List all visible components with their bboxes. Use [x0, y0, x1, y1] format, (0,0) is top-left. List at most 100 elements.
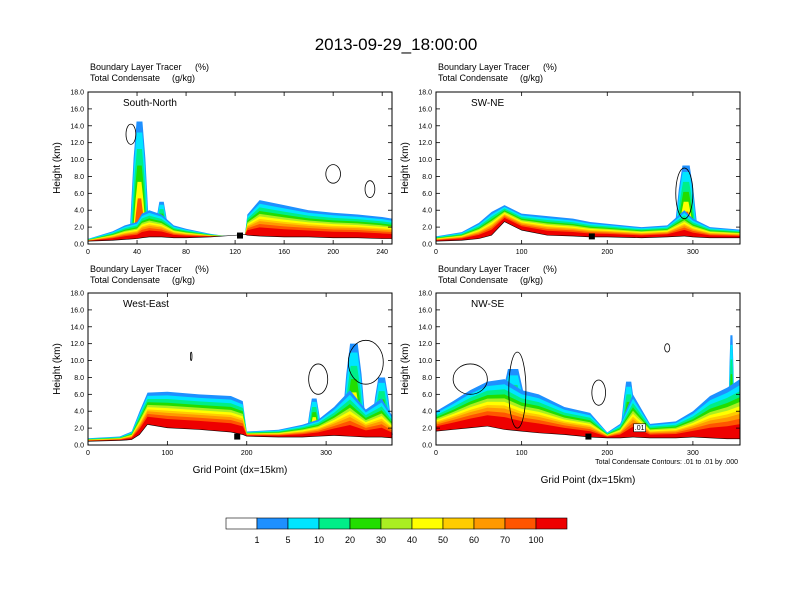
colorbar-swatch [473, 517, 506, 530]
x-axis: 0 100 200 300 [434, 92, 699, 256]
terrain-fill [436, 426, 740, 445]
panel-unit-tracer: (%) [543, 62, 557, 72]
y-axis: 0.0 2.0 4.0 6.0 8.0 10.0 12.0 14.0 16.0 18.0 [70, 90, 392, 249]
location-marker [588, 233, 595, 240]
condensate-contour [325, 164, 341, 184]
colorbar-label: 40 [407, 535, 417, 545]
x-tick-label: 200 [601, 450, 613, 457]
x-tick-label: 120 [229, 249, 241, 256]
panel-label: West-East [123, 299, 169, 310]
y-axis-label: Height (km) [400, 142, 411, 194]
condensate-contour [508, 351, 527, 429]
terrain-fill [88, 234, 392, 244]
plot-area [435, 165, 740, 244]
location-marker [237, 232, 243, 239]
colorbar-label: 70 [500, 535, 510, 545]
condensate-contour [347, 339, 384, 385]
x-axis-label: Grid Point (dx=15km) [541, 475, 636, 486]
y-tick-label: 0.0 [74, 443, 84, 450]
y-tick-label: 12.0 [418, 140, 432, 147]
condensate-contour [189, 351, 193, 361]
condensate-contour [452, 363, 488, 395]
condensate-contour [675, 167, 694, 220]
y-tick-label: 2.0 [422, 225, 432, 232]
colorbar-label: 50 [438, 535, 448, 545]
y-tick-label: 4.0 [422, 409, 432, 416]
y-tick-label: 8.0 [422, 375, 432, 382]
y-tick-label: 8.0 [74, 174, 84, 181]
panel-label: South-North [123, 98, 177, 109]
y-tick-label: 8.0 [422, 174, 432, 181]
plot-area [87, 339, 393, 445]
contour-tag: .01 [635, 425, 645, 432]
panel-south-north: Boundary Layer Tracer (%) Total Condensa… [52, 62, 393, 256]
panel-unit-tracer: (%) [195, 264, 209, 274]
panel-west-east: Boundary Layer Tracer (%) Total Condensa… [52, 264, 393, 476]
x-tick-label: 300 [320, 450, 332, 457]
panel-title-condensate: Total Condensate [438, 275, 508, 285]
condensate-contour [308, 363, 329, 395]
contour-note: Total Condensate Contours: .01 to .01 by… [595, 459, 738, 466]
colorbar-swatch [535, 517, 568, 530]
y-tick-label: 0.0 [74, 242, 84, 249]
plot-frame [435, 292, 741, 446]
x-axis-label: Grid Point (dx=15km) [193, 465, 288, 476]
y-axis-label: Height (km) [52, 343, 63, 395]
x-tick-label: 0 [86, 450, 90, 457]
colorbar-label: 5 [285, 535, 290, 545]
panel-nw-se: Boundary Layer Tracer (%) Total Condensa… [400, 264, 741, 486]
colorbar-swatch [504, 517, 537, 530]
y-tick-label: 0.0 [422, 443, 432, 450]
y-axis-label: Height (km) [400, 343, 411, 395]
x-tick-label: 160 [278, 249, 290, 256]
colorbar-swatch [287, 517, 320, 530]
figure-title: 2013-09-29_18:00:00 [315, 35, 478, 54]
y-axis: 0.0 2.0 4.0 6.0 8.0 10.0 12.0 14.0 16.0 18.0 [70, 291, 392, 450]
y-tick-label: 18.0 [418, 291, 432, 298]
x-tick-label: 100 [162, 450, 174, 457]
x-tick-label: 0 [86, 249, 90, 256]
y-tick-label: 12.0 [70, 140, 84, 147]
y-tick-label: 14.0 [418, 324, 432, 331]
y-tick-label: 4.0 [422, 208, 432, 215]
panel-unit-condensate: (g/kg) [172, 275, 195, 285]
y-tick-label: 14.0 [70, 324, 84, 331]
y-tick-label: 6.0 [422, 191, 432, 198]
colorbar-swatch [442, 517, 475, 530]
y-tick-label: 10.0 [418, 358, 432, 365]
panel-unit-condensate: (g/kg) [520, 73, 543, 83]
panel-label: SW-NE [471, 98, 504, 109]
panel-title-tracer: Boundary Layer Tracer [438, 264, 530, 274]
condensate-contour [664, 343, 671, 353]
x-tick-label: 80 [182, 249, 190, 256]
colorbar-swatch [318, 517, 351, 530]
y-tick-label: 0.0 [422, 242, 432, 249]
panel-unit-condensate: (g/kg) [172, 73, 195, 83]
colorbar-swatch [225, 517, 258, 530]
location-marker [234, 433, 241, 440]
x-tick-label: 0 [434, 450, 438, 457]
y-tick-label: 16.0 [418, 307, 432, 314]
x-tick-label: 300 [687, 450, 699, 457]
x-tick-label: 100 [516, 450, 528, 457]
y-axis: 0.0 2.0 4.0 6.0 8.0 10.0 12.0 14.0 16.0 18.0 [418, 291, 740, 450]
y-tick-label: 10.0 [70, 358, 84, 365]
y-tick-label: 16.0 [70, 307, 84, 314]
tracer-band [436, 411, 740, 440]
x-tick-label: 200 [327, 249, 339, 256]
condensate-contour [125, 123, 137, 145]
y-tick-label: 6.0 [74, 191, 84, 198]
x-tick-label: 100 [516, 249, 528, 256]
y-tick-label: 18.0 [70, 291, 84, 298]
panel-label: NW-SE [471, 299, 504, 310]
panel-title-condensate: Total Condensate [90, 275, 160, 285]
y-tick-label: 6.0 [422, 392, 432, 399]
panel-unit-tracer: (%) [195, 62, 209, 72]
y-tick-label: 2.0 [74, 225, 84, 232]
x-axis: 0 100 200 300 [86, 293, 332, 457]
panel-title-condensate: Total Condensate [438, 73, 508, 83]
x-tick-label: 300 [687, 249, 699, 256]
y-tick-label: 8.0 [74, 375, 84, 382]
x-tick-label: 200 [241, 450, 253, 457]
panel-title-tracer: Boundary Layer Tracer [90, 62, 182, 72]
